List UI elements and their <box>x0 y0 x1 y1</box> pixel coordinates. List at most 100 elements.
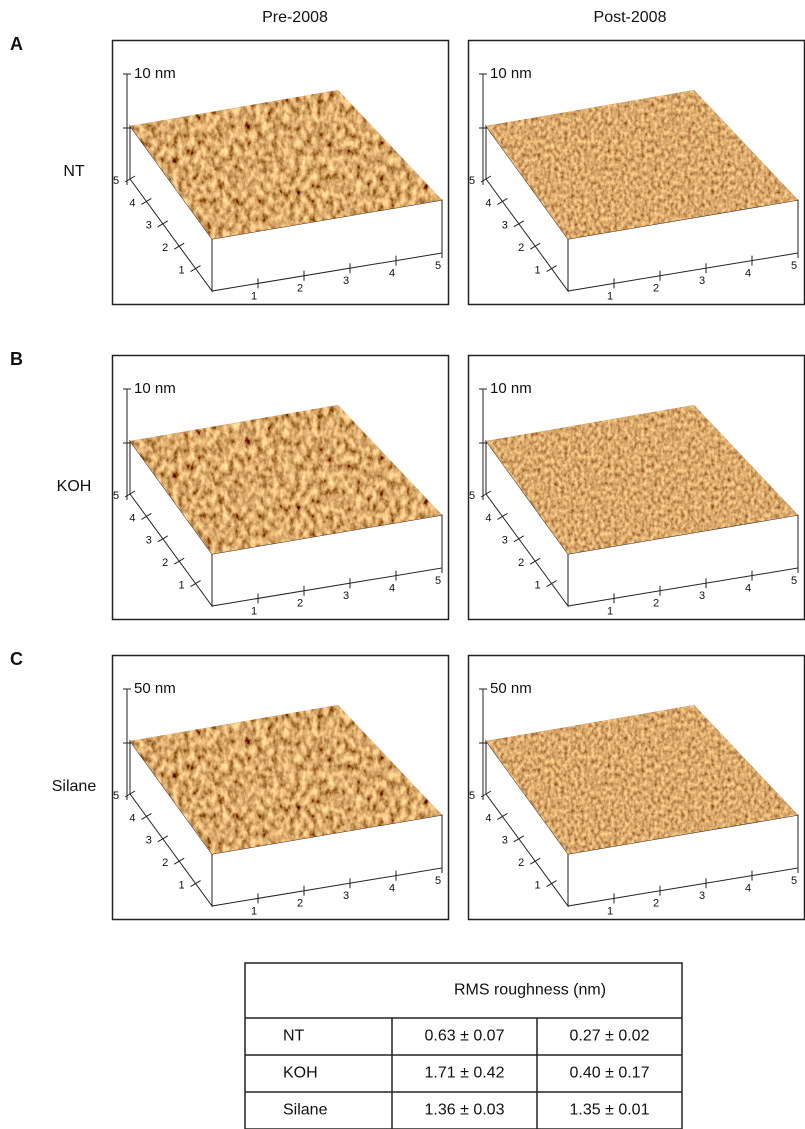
y-tick <box>546 265 557 273</box>
x-tick-label: 5 <box>435 575 441 587</box>
table-frame <box>244 962 683 1129</box>
row-label: NT <box>63 163 85 180</box>
x-tick-label: 1 <box>607 290 613 302</box>
x-tick-label: 3 <box>343 275 349 287</box>
x-tick-label: 3 <box>343 890 349 902</box>
y-tick <box>124 790 136 798</box>
x-tick-label: 1 <box>251 605 257 617</box>
x-tick-label: 2 <box>297 898 303 910</box>
y-tick <box>546 580 557 588</box>
y-tick <box>173 857 185 865</box>
y-tick <box>124 490 136 498</box>
y-tick <box>497 512 508 520</box>
column-header: Pre-2008 <box>262 9 328 26</box>
x-tick-label: 3 <box>699 890 705 902</box>
x-tick-label: 1 <box>607 605 613 617</box>
y-tick-label: 5 <box>113 790 119 802</box>
table-cell: 0.40 ± 0.17 <box>570 1065 650 1082</box>
x-tick-label: 4 <box>389 268 395 280</box>
y-tick <box>529 557 541 565</box>
x-tick-label: 3 <box>699 590 705 602</box>
surface <box>486 705 798 854</box>
y-tick-label: 1 <box>535 580 541 592</box>
y-tick <box>480 490 492 498</box>
x-tick-label: 4 <box>389 583 395 595</box>
panel-letter: C <box>10 649 23 669</box>
x-tick-label: 1 <box>251 290 257 302</box>
x-tick-label: 4 <box>389 883 395 895</box>
x-tick-label: 1 <box>607 905 613 917</box>
y-tick-label: 3 <box>146 220 152 232</box>
y-tick-label: 2 <box>162 242 168 254</box>
x-tick-label: 2 <box>653 283 659 295</box>
surface <box>486 90 798 239</box>
x-tick-label: 5 <box>791 575 797 587</box>
table-cell: 1.35 ± 0.01 <box>570 1102 650 1119</box>
y-tick <box>529 857 541 865</box>
table-cell: 0.63 ± 0.07 <box>425 1028 505 1045</box>
column-header: Post-2008 <box>594 9 667 26</box>
surface <box>130 90 442 239</box>
x-tick-label: 1 <box>251 905 257 917</box>
row-label: KOH <box>57 478 92 495</box>
x-tick-label: 5 <box>791 260 797 272</box>
x-tick-label: 3 <box>343 590 349 602</box>
table-cell: 0.27 ± 0.02 <box>570 1028 650 1045</box>
surface <box>130 705 442 854</box>
y-tick-label: 2 <box>518 857 524 869</box>
scale-label: 50 nm <box>134 680 176 697</box>
table-cell: 1.71 ± 0.42 <box>425 1065 505 1082</box>
y-tick <box>190 265 201 273</box>
y-tick-label: 5 <box>469 175 475 187</box>
surface <box>486 405 798 554</box>
scale-label: 50 nm <box>490 680 532 697</box>
table-row-label: KOH <box>283 1065 318 1082</box>
y-tick-label: 3 <box>502 220 508 232</box>
table-header: RMS roughness (nm) <box>454 982 606 999</box>
table-cell: 1.36 ± 0.03 <box>425 1102 505 1119</box>
y-tick-label: 1 <box>179 880 185 892</box>
y-tick <box>513 535 525 543</box>
y-tick-label: 4 <box>485 512 491 524</box>
scale-label: 10 nm <box>490 65 532 82</box>
y-tick <box>480 175 492 183</box>
y-tick <box>173 557 185 565</box>
y-tick <box>157 535 169 543</box>
y-tick <box>497 197 508 205</box>
table-row-label: NT <box>283 1028 305 1045</box>
y-tick <box>173 242 185 250</box>
y-tick-label: 5 <box>113 490 119 502</box>
table-row-label: Silane <box>283 1102 328 1119</box>
y-tick <box>190 580 201 588</box>
panel-letter: B <box>10 349 23 369</box>
y-tick <box>546 880 557 888</box>
y-tick-label: 5 <box>113 175 119 187</box>
x-tick-label: 4 <box>745 583 751 595</box>
x-tick-label: 4 <box>745 883 751 895</box>
y-tick <box>141 512 152 520</box>
x-tick-label: 4 <box>745 268 751 280</box>
y-tick <box>497 812 508 820</box>
y-tick <box>124 175 136 183</box>
y-tick <box>157 835 169 843</box>
y-tick-label: 5 <box>469 490 475 502</box>
y-tick-label: 3 <box>502 535 508 547</box>
y-tick-label: 4 <box>485 197 491 209</box>
panel-letter: A <box>10 34 23 54</box>
y-tick-label: 1 <box>179 265 185 277</box>
y-tick-label: 3 <box>502 835 508 847</box>
y-tick-label: 1 <box>179 580 185 592</box>
x-tick-label: 2 <box>297 283 303 295</box>
y-tick-label: 4 <box>485 812 491 824</box>
y-tick <box>529 242 541 250</box>
y-tick-label: 2 <box>162 557 168 569</box>
scale-label: 10 nm <box>490 380 532 397</box>
scale-label: 10 nm <box>134 380 176 397</box>
y-tick <box>513 835 525 843</box>
y-tick-label: 4 <box>129 812 135 824</box>
x-tick-label: 2 <box>653 898 659 910</box>
